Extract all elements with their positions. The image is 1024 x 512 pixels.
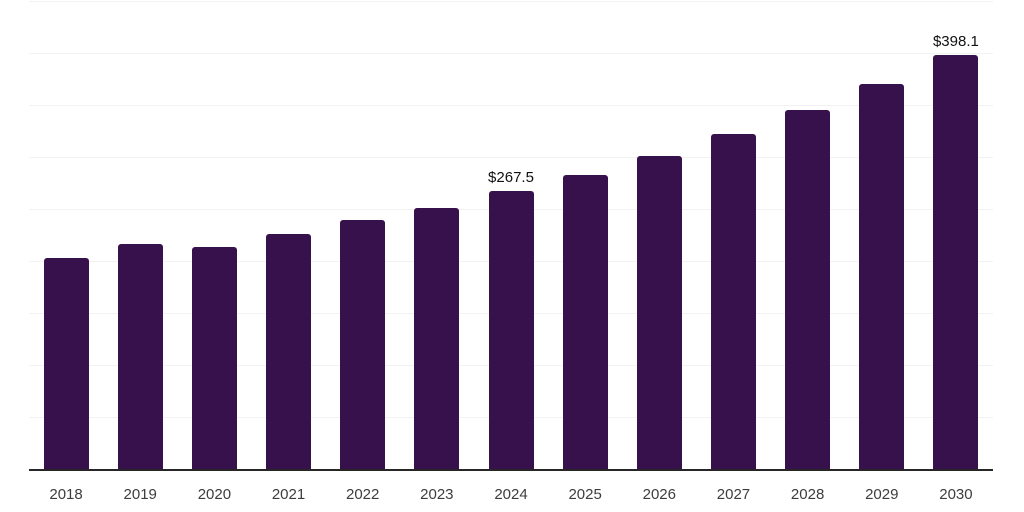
x-tick-label-2020: 2020 [197, 486, 232, 503]
bar-2029 [859, 84, 905, 469]
bar-2027 [710, 134, 756, 469]
gridline-400 [29, 53, 993, 54]
bar-2030 [933, 54, 979, 469]
bar-2021 [266, 233, 312, 469]
x-tick-label-2019: 2019 [123, 486, 157, 503]
gridline-450 [29, 1, 993, 2]
gridline-350 [29, 105, 993, 106]
x-tick-label-2025: 2025 [568, 486, 602, 503]
bar-2019 [117, 244, 163, 469]
x-tick-label-2028: 2028 [790, 486, 825, 503]
bar-2023 [414, 207, 460, 469]
x-axis-line [29, 469, 993, 471]
bar-2020 [191, 247, 237, 469]
x-tick-label-2027: 2027 [716, 486, 751, 503]
x-tick-label-2029: 2029 [865, 486, 899, 503]
bar-2022 [340, 220, 386, 469]
gridline-300 [29, 157, 993, 158]
x-tick-label-2018: 2018 [49, 486, 83, 503]
bar-2025 [562, 174, 608, 469]
bar-value-label-2030: $398.1 [932, 32, 979, 50]
bar-value-label-2024: $267.5 [488, 168, 534, 186]
bar-2028 [785, 110, 831, 469]
x-tick-label-2030: 2030 [939, 486, 973, 503]
bar-2026 [636, 155, 682, 469]
x-tick-label-2021: 2021 [271, 486, 306, 503]
x-tick-label-2022: 2022 [346, 486, 380, 503]
x-tick-label-2026: 2026 [642, 486, 676, 503]
x-tick-label-2024: 2024 [494, 486, 528, 503]
x-tick-label-2023: 2023 [420, 486, 454, 503]
bar-2024 [488, 190, 534, 469]
bar-2018 [43, 257, 89, 469]
